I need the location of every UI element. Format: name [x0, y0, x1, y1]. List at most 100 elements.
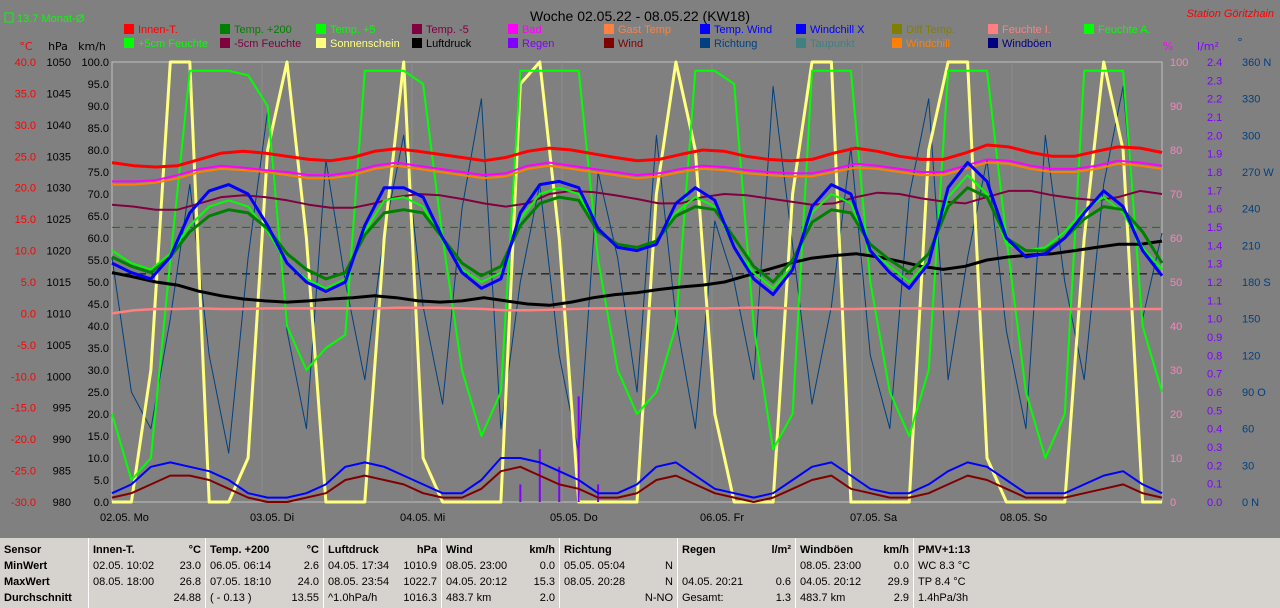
temp-tick-label: 5.0	[21, 277, 36, 289]
stats-header-unit: °C	[188, 544, 201, 556]
stats-row: 06.05. 06:14 2.6	[206, 558, 323, 574]
legend-label: -5cm Feuchte	[234, 38, 301, 50]
stats-row: Gesamt: 1.3	[678, 590, 795, 606]
series-line-sonnenschein	[112, 60, 1162, 504]
stats-cell-label: 04.05. 20:12	[446, 576, 508, 588]
pressure-tick-label: 1025	[47, 214, 71, 226]
temp-tick-label: -5.0	[17, 340, 36, 352]
stats-cell-label: 07.05. 18:10	[210, 576, 272, 588]
legend-swatch	[316, 38, 326, 48]
legend-label: Gast Temp	[618, 24, 671, 36]
series-line-innen-t	[111, 143, 1163, 169]
legend-swatch	[316, 24, 326, 34]
stats-cell-value: 13.55	[291, 592, 319, 604]
humidity-tick-label: 60	[1170, 233, 1182, 245]
temp-tick-label: 25.0	[15, 151, 36, 163]
rain-tick-label: 0.1	[1207, 479, 1222, 491]
stats-row: 04.05. 20:12 29.9	[796, 574, 913, 590]
stats-cell-label: 1.4hPa/3h	[918, 592, 969, 604]
stats-cell-value: 26.8	[179, 576, 201, 588]
temp-unit-label: °C	[19, 40, 33, 53]
rain-tick-label: 1.6	[1207, 204, 1222, 216]
direction-tick-label: 330	[1242, 94, 1260, 106]
stats-row: 02.05. 10:02 23.0	[89, 558, 205, 574]
wind-tick-label: 100.0	[81, 57, 109, 69]
direction-tick-label: 120	[1242, 350, 1260, 362]
temp-tick-label: 0.0	[21, 308, 36, 320]
legend-swatch	[412, 24, 422, 34]
stats-cell-label: 08.05. 23:00	[446, 560, 508, 572]
rain-tick-label: 1.1	[1207, 295, 1222, 307]
wind-tick-label: 5.0	[94, 475, 109, 487]
stats-header: Richtung	[560, 542, 677, 558]
legend-label: Feuchte A.	[1098, 24, 1151, 36]
stats-cell-label: 02.05. 10:02	[93, 560, 155, 572]
legend-label: Temp. +200	[234, 24, 292, 36]
stats-row: 04.05. 20:12 15.3	[442, 574, 559, 590]
pressure-tick-label: 1050	[47, 57, 71, 69]
temp-tick-label: -30.0	[11, 497, 36, 509]
legend-swatch	[604, 24, 614, 34]
stats-header: Regen l/m²	[678, 542, 795, 558]
stats-row: 05.05. 05:04 N	[560, 558, 677, 574]
rain-tick-label: 0.6	[1207, 387, 1222, 399]
pressure-tick-label: 1045	[47, 88, 71, 100]
legend-swatch	[988, 38, 998, 48]
pressure-unit-label: hPa	[48, 40, 68, 53]
stats-header-unit: hPa	[416, 544, 437, 556]
stats-cell-label: ^1.0hPa/h	[328, 592, 378, 604]
legend-swatch	[892, 24, 902, 34]
wind-tick-label: 85.0	[88, 123, 109, 135]
legend-swatch	[508, 38, 518, 48]
stats-cell-label: 04.05. 20:12	[800, 576, 862, 588]
stats-row: 1.4hPa/3h	[914, 590, 1023, 606]
series-line-feuchte-i	[111, 306, 1162, 315]
station-name: Station Göritzhain	[1187, 8, 1274, 20]
stats-row: 08.05. 18:00 26.8	[89, 574, 205, 590]
legend-swatch	[412, 38, 422, 48]
stats-cell-value: 0.6	[775, 576, 791, 588]
stats-cell-value: 23.0	[179, 560, 201, 572]
legend-label: Windchill	[906, 38, 950, 50]
wind-tick-label: 10.0	[88, 453, 109, 465]
stats-cell-value: 1.3	[775, 592, 791, 604]
stats-cell-label: 04.05. 20:21	[682, 576, 744, 588]
series-line-windböen	[111, 457, 1163, 499]
stats-row: MaxWert	[0, 574, 88, 590]
x-tick-label: 06.05. Fr	[700, 512, 744, 524]
wind-tick-label: 30.0	[88, 365, 109, 377]
rain-tick-label: 1.4	[1207, 240, 1222, 252]
wind-tick-label: 45.0	[88, 299, 109, 311]
stats-column: Innen-T. °C 02.05. 10:02 23.0 08.05. 18:00 26…	[88, 538, 205, 608]
humidity-tick-label: 0	[1170, 497, 1176, 509]
stats-cell-label: 06.05. 06:14	[210, 560, 272, 572]
legend-label: Windböen	[1002, 38, 1052, 50]
x-tick-label: 02.05. Mo	[100, 512, 149, 524]
legend-label: Windchill X	[810, 24, 865, 36]
stats-column: Wind km/h 08.05. 23:00 0.0 04.05. 20:12 15.3 4…	[441, 538, 559, 608]
stats-header-label: PMV+1:13	[918, 544, 971, 556]
legend-label: Bad	[522, 24, 542, 36]
pressure-tick-label: 985	[53, 466, 71, 478]
wind-tick-label: 20.0	[88, 409, 109, 421]
series-line-feuchte-a	[111, 69, 1163, 481]
pressure-tick-label: 990	[53, 434, 71, 446]
legend-label: Temp. +5	[330, 24, 376, 36]
stats-row: 24.88	[89, 590, 205, 606]
humidity-tick-label: 10	[1170, 453, 1182, 465]
wind-tick-label: 70.0	[88, 189, 109, 201]
legend-label: Luftdruck	[426, 38, 472, 50]
series-line-windchill	[112, 161, 1163, 186]
stats-column: Sensor MinWert MaxWert Durchschnitt	[0, 538, 88, 608]
rain-tick-label: 2.1	[1207, 112, 1222, 124]
rain-unit-label: l/m²	[1197, 40, 1219, 53]
humidity-unit-label: %	[1163, 40, 1173, 53]
temp-tick-label: 10.0	[15, 246, 36, 258]
stats-row: TP 8.4 °C	[914, 574, 1023, 590]
wind-tick-label: 60.0	[88, 233, 109, 245]
stats-cell-value: 0.0	[893, 560, 909, 572]
legend-label: Richtung	[714, 38, 757, 50]
stats-cell-label: MaxWert	[4, 576, 50, 588]
weather-chart: 13.7 Monat-Ø Woche 02.05.22 - 08.05.22 (K…	[4, 8, 1274, 524]
series-line-temp-200	[111, 186, 1164, 284]
